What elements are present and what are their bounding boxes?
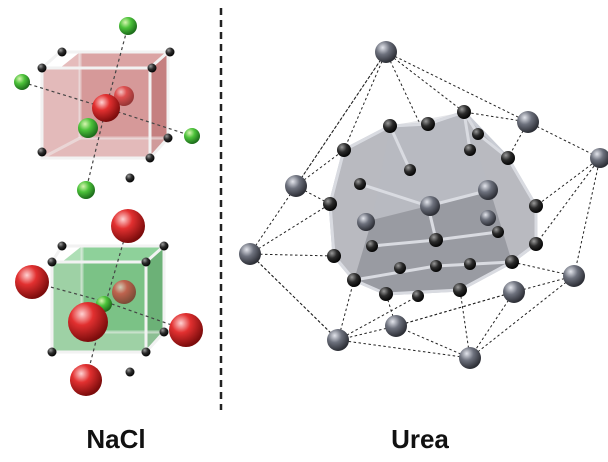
cube-right-face — [150, 52, 168, 158]
urea-cage-atom — [404, 164, 416, 176]
urea-cage-atom — [429, 233, 443, 247]
na-coordination-cube — [14, 17, 200, 199]
urea-cage-atom — [412, 290, 424, 302]
cage-inner-face — [372, 112, 490, 220]
urea-outer-atom — [285, 175, 307, 197]
urea-cage-atom — [529, 199, 543, 213]
urea-outer-atom — [517, 111, 539, 133]
chlorine-atom — [114, 86, 134, 106]
urea-cage-atom — [354, 178, 366, 190]
chlorine-atom — [70, 364, 102, 396]
urea-outer-atom — [503, 281, 525, 303]
corner-atom — [37, 63, 47, 73]
cube-corners — [47, 241, 169, 377]
urea-cage-atom — [379, 287, 393, 301]
cube-edges — [40, 50, 172, 160]
urea-cage-atom — [383, 119, 397, 133]
corner-atom — [141, 347, 151, 357]
corner-atom — [141, 257, 151, 267]
cl-coordination-cube — [15, 209, 203, 396]
urea-cage-atom — [366, 240, 378, 252]
corner-atom — [159, 327, 169, 337]
urea-outer-atom — [459, 347, 481, 369]
urea-outer-atom — [563, 265, 585, 287]
urea-cage-atom — [492, 226, 504, 238]
urea-inner-atom — [420, 196, 440, 216]
urea-outer-atom — [590, 148, 608, 168]
corner-atom — [37, 147, 47, 157]
corner-atom — [147, 63, 157, 73]
cube-top-face — [60, 52, 168, 68]
urea-cage-atom — [323, 197, 337, 211]
urea-cage-atom — [457, 105, 471, 119]
urea-label: Urea — [391, 424, 449, 454]
corner-atom — [165, 47, 175, 57]
urea-cage-atom — [529, 237, 543, 251]
chlorine-atom — [111, 209, 145, 243]
urea-outer-atom — [385, 315, 407, 337]
chlorine-atom — [169, 313, 203, 347]
sodium-atom — [78, 118, 98, 138]
outer-atoms — [239, 41, 608, 369]
cube-top-face — [62, 246, 164, 262]
cube-right-face — [146, 246, 164, 352]
urea-cage-atom — [337, 143, 351, 157]
urea-cage-atom — [327, 249, 341, 263]
outer-coordination-network — [249, 51, 601, 359]
inner-atoms — [357, 180, 498, 231]
urea-cage-atom — [464, 258, 476, 270]
sodium-atom — [119, 17, 137, 35]
urea-cage-atom — [501, 151, 515, 165]
corner-atom — [57, 241, 67, 251]
urea-cage-atom — [430, 260, 442, 272]
urea-inner-atom — [357, 213, 375, 231]
chlorine-atom — [92, 94, 120, 122]
corner-atom — [125, 173, 135, 183]
nacl-label: NaCl — [86, 424, 146, 454]
urea-cage-atom — [394, 262, 406, 274]
chlorine-atom — [68, 302, 108, 342]
coordination-bonds — [21, 25, 193, 191]
urea-outer-atom — [375, 41, 397, 63]
sodium-atom — [184, 128, 200, 144]
urea-outer-atom — [327, 329, 349, 351]
urea-cage-atom — [505, 255, 519, 269]
urea-cage-atom — [421, 117, 435, 131]
corner-atom — [163, 133, 173, 143]
sodium-atom — [14, 74, 30, 90]
sodium-atom — [77, 181, 95, 199]
corner-atom — [57, 47, 67, 57]
chlorine-atom — [15, 265, 49, 299]
corner-atom — [47, 347, 57, 357]
urea-outer-atom — [239, 243, 261, 265]
urea-inner-atom — [478, 180, 498, 200]
corner-atom — [159, 241, 169, 251]
urea-inner-atom — [480, 210, 496, 226]
chlorine-atom — [112, 280, 136, 304]
urea-cage-atom — [347, 273, 361, 287]
nacl-panel — [14, 17, 203, 396]
corner-atom — [47, 257, 57, 267]
cage-atoms — [323, 105, 543, 302]
cube-corners — [37, 47, 175, 183]
corner-atom — [125, 367, 135, 377]
corner-atom — [145, 153, 155, 163]
urea-cage-atom — [472, 128, 484, 140]
urea-cage-atom — [453, 283, 467, 297]
urea-panel — [239, 41, 608, 369]
urea-cage-atom — [464, 144, 476, 156]
